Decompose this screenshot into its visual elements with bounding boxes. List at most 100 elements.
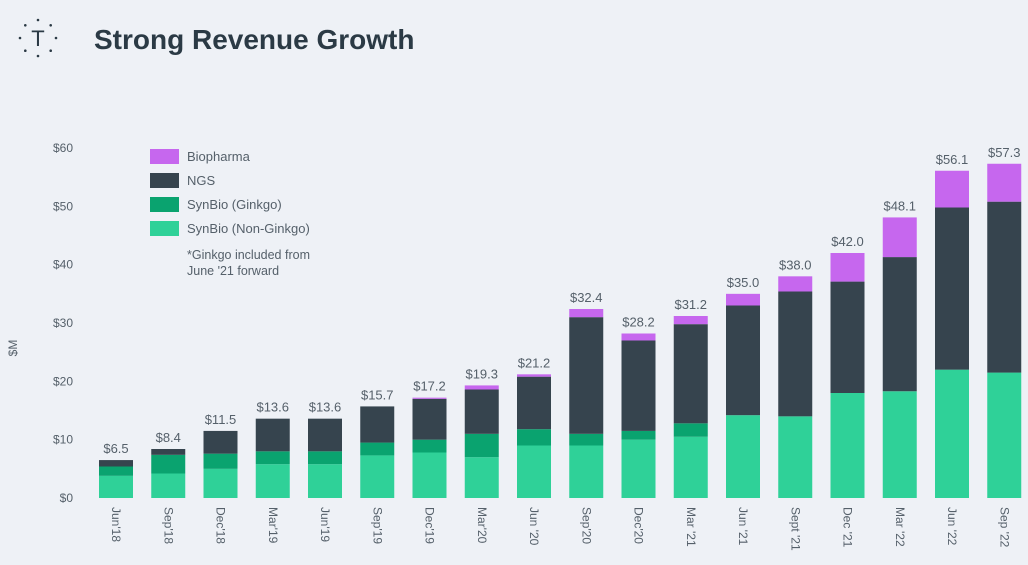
bar-total-label: $13.6 <box>309 400 342 415</box>
x-tick-label: Sep'19 <box>370 507 384 544</box>
x-tick-label: Mar'19 <box>266 507 280 544</box>
bar-total-label: $35.0 <box>727 275 760 290</box>
company-logo: T <box>18 18 58 58</box>
legend-swatch <box>150 197 179 212</box>
legend-note: *Ginkgo included from <box>187 248 310 262</box>
x-tick-label: Sept '21 <box>788 507 802 551</box>
bar-segment <box>203 468 238 498</box>
bar-total-label: $31.2 <box>674 297 707 312</box>
bar-segment <box>935 170 969 208</box>
bar-segment <box>673 316 708 325</box>
x-tick-label: Sep'18 <box>161 507 175 544</box>
bar-total-label: $6.5 <box>103 441 128 456</box>
x-tick-label: Dec'20 <box>632 507 646 544</box>
bar-segment <box>621 439 656 498</box>
bar-total-label: $11.5 <box>205 412 237 427</box>
page-title: Strong Revenue Growth <box>94 24 415 55</box>
bar-total-label: $48.1 <box>883 198 916 213</box>
bar-segment <box>464 385 499 390</box>
bar-segment <box>778 291 813 417</box>
bar-total-label: $19.3 <box>465 366 498 381</box>
bar-segment <box>412 439 447 453</box>
bar-segment <box>464 389 499 434</box>
bar-segment <box>882 391 917 498</box>
bar-segment <box>726 415 760 498</box>
bar-segment <box>569 433 604 446</box>
bar-segment <box>360 406 395 443</box>
bar-segment <box>464 457 499 498</box>
bar-segment <box>517 445 551 498</box>
bar-total-label: $42.0 <box>831 234 864 249</box>
bar-segment <box>621 340 656 431</box>
legend-label: SynBio (Non-Ginkgo) <box>187 221 310 236</box>
bar-total-label: $28.2 <box>622 315 655 330</box>
x-tick-label: Sep '22 <box>997 507 1011 548</box>
y-tick-label: $50 <box>53 199 73 213</box>
bar-segment <box>464 433 499 458</box>
bar-total-label: $38.0 <box>779 257 812 272</box>
bar-segment <box>517 429 551 446</box>
bar-segment <box>255 451 290 465</box>
bar-segment <box>151 449 186 455</box>
bar-segment <box>621 430 656 440</box>
y-axis-label: $M <box>6 340 20 357</box>
bar-segment <box>517 376 551 430</box>
y-tick-label: $40 <box>53 258 73 272</box>
bar-segment <box>778 416 813 498</box>
bar-segment <box>778 276 813 292</box>
bar-segment <box>726 305 760 416</box>
bar-segment <box>255 464 290 498</box>
bar-total-label: $57.3 <box>988 145 1021 160</box>
bar-segment <box>987 372 1022 498</box>
bar-segment <box>99 466 133 476</box>
x-tick-label: Mar'20 <box>475 507 489 544</box>
x-tick-label: Jun'19 <box>318 507 332 542</box>
x-tick-label: Sep'20 <box>579 507 593 544</box>
bar-segment <box>203 430 238 454</box>
x-tick-label: Jun '20 <box>527 507 541 546</box>
bar-segment <box>882 257 917 392</box>
x-tick-label: Jun'18 <box>109 507 123 542</box>
bar-segment <box>987 163 1022 202</box>
x-tick-label: Mar '22 <box>893 507 907 547</box>
logo-letter: T <box>31 26 44 51</box>
x-tick-label: Jun '21 <box>736 507 750 546</box>
legend-swatch <box>150 221 179 236</box>
x-tick-label: Dec '21 <box>841 507 855 548</box>
bar-segment <box>412 397 447 399</box>
bar-segment <box>935 369 969 498</box>
bar-segment <box>830 281 865 393</box>
bar-segment <box>726 293 760 306</box>
legend-note: June '21 forward <box>187 264 279 278</box>
bar-segment <box>569 317 604 434</box>
y-tick-label: $30 <box>53 316 73 330</box>
bar-segment <box>673 423 708 437</box>
bar-segment <box>99 460 133 467</box>
y-tick-label: $20 <box>53 374 73 388</box>
bar-segment <box>830 393 865 498</box>
bar-segment <box>151 454 186 474</box>
bar-segment <box>569 445 604 498</box>
bar-total-label: $17.2 <box>413 379 446 394</box>
bar-segment <box>308 418 342 452</box>
bar-segment <box>360 455 395 498</box>
bar-segment <box>308 451 342 465</box>
bar-segment <box>255 418 290 452</box>
bar-segment <box>412 452 447 498</box>
y-tick-label: $10 <box>53 433 73 447</box>
logo-icon: T <box>18 18 58 58</box>
bar-segment <box>882 217 917 258</box>
bar-total-label: $8.4 <box>156 430 181 445</box>
bar-segment <box>987 201 1022 373</box>
bar-segment <box>203 453 238 469</box>
bar-total-label: $56.1 <box>936 152 969 167</box>
y-tick-label: $60 <box>53 141 73 155</box>
bar-total-label: $21.2 <box>518 355 551 370</box>
legend-swatch <box>150 173 179 188</box>
x-tick-label: Mar '21 <box>684 507 698 547</box>
bar-segment <box>517 374 551 377</box>
y-tick-label: $0 <box>60 491 74 505</box>
bar-segment <box>360 442 395 456</box>
x-tick-label: Dec'18 <box>214 507 228 544</box>
